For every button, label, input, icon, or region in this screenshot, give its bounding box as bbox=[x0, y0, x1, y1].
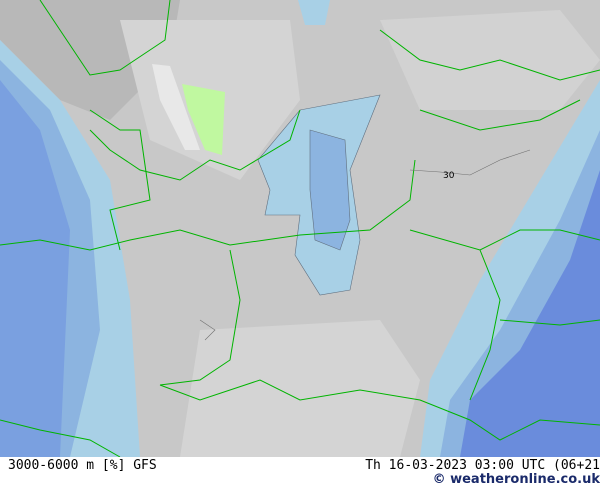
lake bbox=[298, 0, 330, 25]
humidity-area-light bbox=[380, 10, 600, 110]
country-borders bbox=[0, 0, 600, 457]
contour-label: 30 bbox=[443, 171, 455, 181]
humidity-area-mid-blue bbox=[309, 129, 351, 251]
map-parameter-label: 3000-6000 m [%] GFS bbox=[8, 458, 157, 473]
credit-link[interactable]: © weatheronline.co.uk bbox=[432, 472, 600, 487]
map-valid-time: Th 16-03-2023 03:00 UTC (06+21 bbox=[365, 458, 600, 473]
humidity-area-deep-blue bbox=[460, 170, 600, 457]
humidity-area-light bbox=[180, 320, 420, 457]
humidity-area-green bbox=[182, 84, 225, 155]
humidity-area-white bbox=[152, 64, 200, 150]
contour-lines bbox=[199, 149, 531, 341]
humidity-area-deep-blue bbox=[0, 80, 70, 457]
weather-map: 30 bbox=[0, 0, 600, 457]
